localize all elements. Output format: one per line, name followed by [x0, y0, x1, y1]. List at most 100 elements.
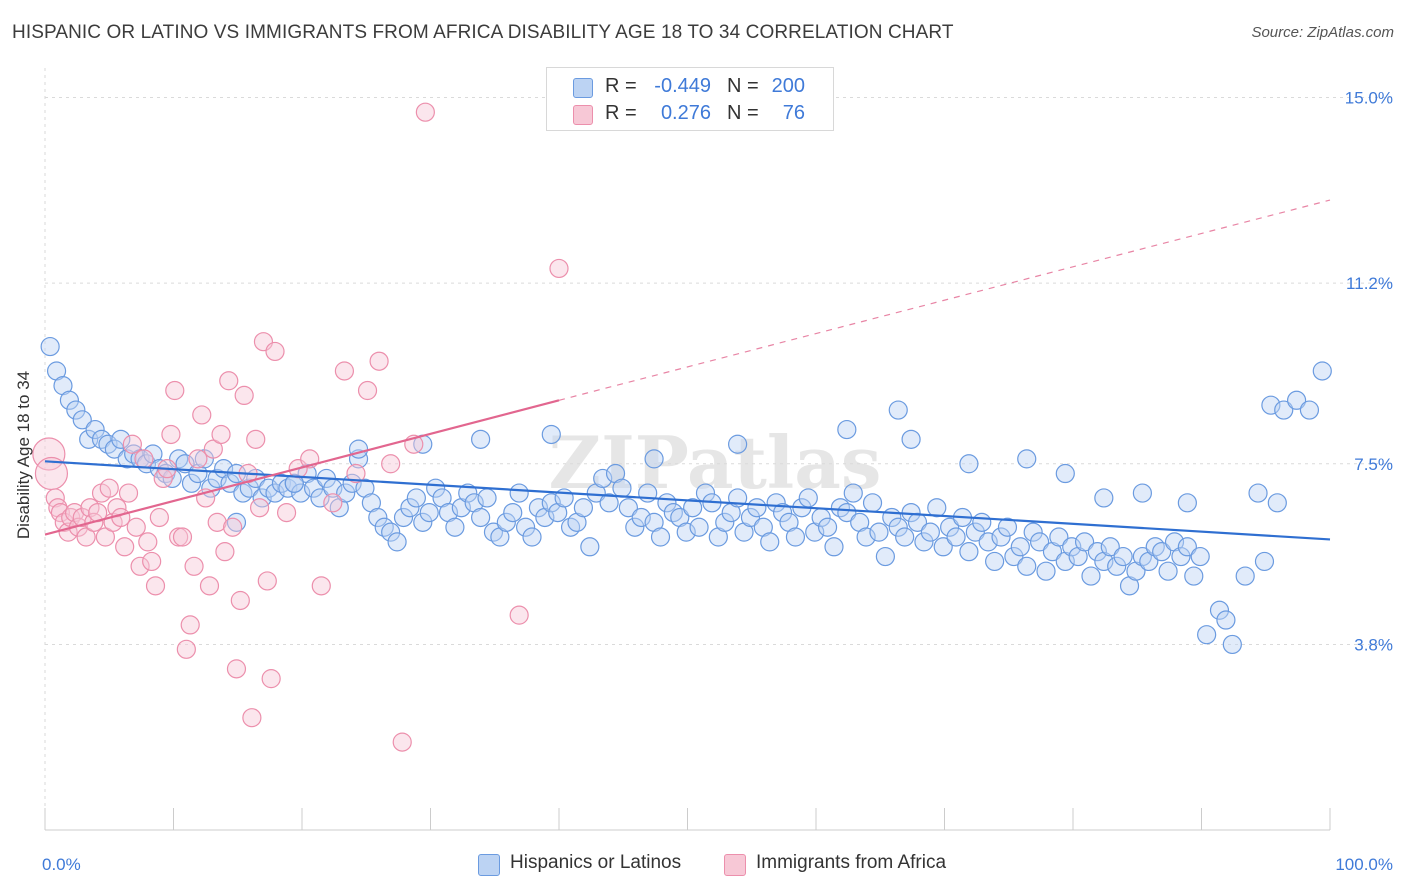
- africa-point: [346, 463, 366, 484]
- africa-point: [369, 351, 389, 371]
- hispanic-point: [888, 400, 908, 420]
- hispanic-point: [1312, 361, 1332, 381]
- africa-point: [357, 380, 378, 401]
- hispanic-point: [689, 517, 709, 537]
- stats-r-value: 0.276: [660, 102, 711, 124]
- africa-point: [226, 659, 247, 679]
- hispanic-point: [1036, 561, 1056, 581]
- hispanic-point: [965, 522, 985, 542]
- y-tick-label: 3.8%: [1354, 635, 1393, 654]
- stats-r-label: R =: [605, 75, 637, 97]
- stats-n-label: N =: [727, 102, 759, 124]
- africa-point: [72, 507, 92, 528]
- hispanic-point: [978, 532, 998, 552]
- hispanic-point: [1010, 537, 1030, 557]
- hispanic-point: [175, 454, 195, 474]
- stats-n-value: 76: [782, 102, 805, 124]
- hispanic-point: [66, 400, 86, 420]
- hispanic-point: [1177, 537, 1197, 557]
- hispanic-point: [817, 517, 838, 537]
- hispanic-point: [798, 488, 818, 508]
- hispanic-point: [59, 390, 80, 410]
- africa-point: [219, 371, 239, 391]
- africa-point: [138, 532, 158, 552]
- hispanic-point: [1004, 546, 1024, 567]
- hispanic-point: [1132, 483, 1152, 503]
- africa-point: [223, 517, 243, 537]
- hispanic-point: [862, 493, 883, 513]
- hispanic-point: [496, 512, 516, 532]
- africa-point: [276, 502, 297, 523]
- hispanic-point: [477, 488, 497, 508]
- hispanic-point: [1094, 488, 1114, 508]
- hispanic-point: [888, 517, 908, 537]
- hispanic-point: [760, 532, 780, 552]
- africa-point: [145, 576, 166, 596]
- africa-point: [118, 483, 139, 503]
- hispanic-point: [1299, 400, 1320, 420]
- legend-swatch-hispanics: [478, 854, 500, 876]
- africa-point: [257, 571, 277, 591]
- hispanic-point: [471, 429, 491, 449]
- hispanic-point: [40, 336, 60, 357]
- watermark: ZIPatlas: [549, 420, 882, 505]
- hispanic-point: [573, 498, 594, 518]
- africa-point: [50, 502, 71, 523]
- hispanic-point: [593, 468, 613, 489]
- hispanic-point: [458, 483, 478, 503]
- hispanic-point: [715, 512, 735, 532]
- hispanic-point: [927, 498, 947, 518]
- africa-point: [176, 639, 196, 659]
- africa-point: [549, 258, 569, 279]
- hispanic-point: [522, 527, 542, 547]
- stats-n-value: 200: [771, 75, 805, 97]
- hispanic-point: [406, 488, 426, 508]
- hispanic-point: [541, 493, 561, 513]
- hispanic-point: [1017, 449, 1037, 469]
- hispanic-point: [772, 502, 793, 523]
- stats-n-label: N =: [727, 75, 759, 97]
- hispanic-point: [207, 468, 227, 489]
- hispanic-point: [85, 419, 105, 440]
- source-credit[interactable]: Source: ZipAtlas.com: [1251, 24, 1394, 41]
- hispanic-point: [181, 473, 202, 493]
- hispanic-point: [618, 498, 638, 518]
- hispanic-point: [445, 517, 465, 537]
- hispanic-point: [933, 537, 953, 557]
- hispanic-point: [959, 454, 979, 474]
- stats-r-value: -0.449: [654, 75, 711, 97]
- hispanic-point: [336, 483, 356, 503]
- hispanic-point: [1177, 493, 1197, 513]
- hispanic-point: [856, 527, 876, 547]
- africa-point: [246, 429, 266, 449]
- africa-trend-line: [44, 399, 560, 536]
- hispanic-point: [1171, 546, 1191, 567]
- hispanic-trend-line: [44, 460, 1331, 541]
- hispanic-point: [1190, 546, 1210, 567]
- hispanic-point: [528, 498, 549, 518]
- stats-swatch-hispanics: [573, 78, 593, 98]
- africa-point: [415, 102, 435, 122]
- africa-point: [184, 556, 204, 576]
- africa-point: [142, 551, 162, 572]
- africa-point: [99, 478, 119, 498]
- chart-title: HISPANIC OR LATINO VS IMMIGRANTS FROM AF…: [12, 22, 954, 43]
- hispanic-point: [541, 424, 561, 445]
- africa-point: [188, 449, 208, 469]
- hispanic-point: [1197, 625, 1217, 645]
- stats-row-africa: R = 0.276 N = 76: [547, 100, 833, 128]
- hispanic-point: [1158, 561, 1178, 581]
- africa-point: [211, 424, 231, 445]
- hispanic-point: [1152, 542, 1172, 562]
- hispanic-point: [426, 478, 446, 498]
- africa-point: [249, 498, 270, 518]
- hispanic-point: [387, 532, 407, 552]
- hispanic-point: [104, 439, 124, 459]
- hispanic-point: [310, 488, 330, 508]
- hispanic-point: [303, 478, 324, 498]
- hispanic-point: [580, 537, 600, 557]
- correlation-stats-box: R = -0.449 N = 200 R = 0.276 N = 76: [546, 67, 834, 131]
- hispanic-point: [1049, 527, 1069, 547]
- stats-r-label: R =: [605, 102, 637, 124]
